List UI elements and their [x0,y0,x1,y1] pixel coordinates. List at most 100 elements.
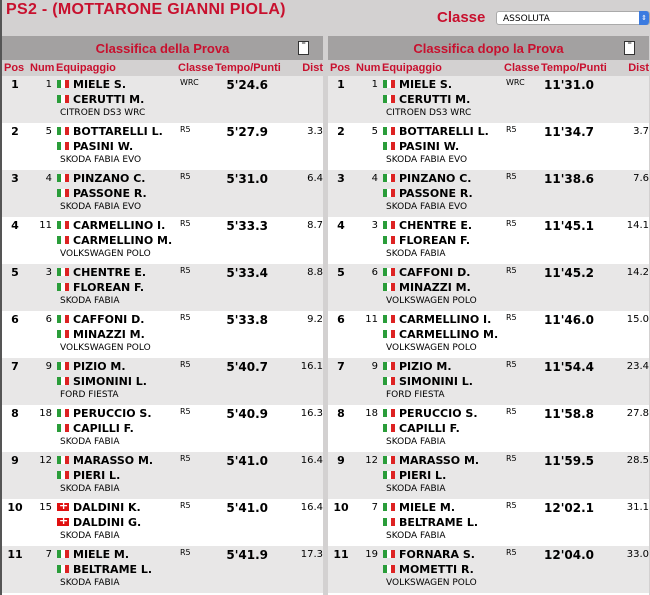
car-number: 5 [45,126,52,137]
car-model: SKODA FABIA EVO [60,202,142,212]
driver-name: PINZANO C. [73,172,146,185]
print-icon[interactable]: ≡ [624,40,635,55]
co-driver-name: CERUTTI M. [73,93,145,106]
classe-selected: ASSOLUTA [503,14,550,24]
column-headers: Pos Num Equipaggio Classe Tempo/Punti Di… [2,60,323,76]
position: 9 [337,454,345,467]
table-row[interactable]: 11 7 MIELE M. BELTRAME L. SKODA FABIA R5… [2,546,323,593]
driver: DALDINI K. [57,499,141,514]
car-number: 7 [45,549,52,560]
table-row[interactable]: 9 12 MARASSO M. PIERI L. SKODA FABIA R5 … [328,452,649,499]
co-driver-name: PIERI L. [399,469,447,482]
car-class: R5 [180,360,191,369]
table-row[interactable]: 9 12 MARASSO M. PIERI L. SKODA FABIA R5 … [2,452,323,499]
car-model: SKODA FABIA [386,249,446,259]
table-row[interactable]: 2 5 BOTTARELLI L. PASINI W. SKODA FABIA … [2,123,323,170]
gap: 23.4 [626,361,649,372]
position: 7 [11,360,19,373]
flag-it-icon [383,503,395,511]
car-class: R5 [506,313,517,322]
driver-name: MARASSO M. [73,454,154,467]
table-row[interactable]: 2 5 BOTTARELLI L. PASINI W. SKODA FABIA … [328,123,649,170]
position: 10 [333,501,349,514]
flag-it-icon [383,330,395,338]
table-row[interactable]: 10 15 DALDINI K. DALDINI G. SKODA FABIA … [2,499,323,546]
table-row[interactable]: 6 11 CARMELLINO I. CARMELLINO M. VOLKSWA… [328,311,649,358]
print-icon[interactable]: ≡ [298,40,309,55]
car-number: 5 [371,126,378,137]
gap: 28.5 [626,455,649,466]
co-driver: PIERI L. [383,469,446,482]
table-row[interactable]: 4 3 CHENTRE E. FLOREAN F. SKODA FABIA R5… [328,217,649,264]
car-model: FORD FIESTA [60,390,119,400]
car-model: VOLKSWAGEN POLO [60,249,151,259]
time: 11'59.5 [544,454,594,468]
table-row[interactable]: 1 1 MIELE S. CERUTTI M. CITROEN DS3 WRC … [2,76,323,123]
driver: PINZANO C. [57,172,146,185]
table-row[interactable]: 11 19 FORNARA S. MOMETTI R. VOLKSWAGEN P… [328,546,649,593]
driver-name: CARMELLINO I. [73,219,166,232]
driver-name: PERUCCIO S. [73,407,152,420]
col-pos: Pos [4,62,25,74]
driver-name: PIZIO M. [73,360,126,373]
car-model: SKODA FABIA EVO [60,155,142,165]
driver-name: MIELE S. [399,78,453,91]
table-row[interactable]: 5 3 CHENTRE E. FLOREAN F. SKODA FABIA R5… [2,264,323,311]
driver-name: PINZANO C. [399,172,472,185]
flag-it-icon [383,268,395,276]
table-row[interactable]: 3 4 PINZANO C. PASSONE R. SKODA FABIA EV… [2,170,323,217]
flag-it-icon [57,236,69,244]
classe-select[interactable]: ASSOLUTA ⇕ [496,11,650,25]
table-row[interactable]: 3 4 PINZANO C. PASSONE R. SKODA FABIA EV… [328,170,649,217]
car-number: 19 [365,549,378,560]
table-row[interactable]: 5 6 CAFFONI D. MINAZZI M. VOLKSWAGEN POL… [328,264,649,311]
table-row[interactable]: 6 6 CAFFONI D. MINAZZI M. VOLKSWAGEN POL… [2,311,323,358]
table-row[interactable]: 7 9 PIZIO M. SIMONINI L. FORD FIESTA R5 … [328,358,649,405]
table-row[interactable]: 10 7 MIELE M. BELTRAME L. SKODA FABIA R5… [328,499,649,546]
flag-it-icon [383,221,395,229]
flag-it-icon [57,127,69,135]
co-driver-name: PASSONE R. [399,187,473,200]
driver-name: CARMELLINO I. [399,313,492,326]
car-number: 12 [365,455,378,466]
table-row[interactable]: 8 18 PERUCCIO S. CAPILLI F. SKODA FABIA … [328,405,649,452]
gap: 31.1 [626,502,649,513]
co-driver-name: PASINI W. [399,140,460,153]
flag-it-icon [57,221,69,229]
car-class: WRC [506,78,525,87]
co-driver: MINAZZI M. [57,328,145,341]
position: 11 [7,548,23,561]
flag-it-icon [57,377,69,385]
co-driver-name: CERUTTI M. [399,93,471,106]
car-class: R5 [180,219,191,228]
driver: PIZIO M. [383,360,452,373]
car-class: R5 [180,125,191,134]
car-class: R5 [180,172,191,181]
position: 7 [337,360,345,373]
co-driver-name: SIMONINI L. [399,375,473,388]
co-driver-name: DALDINI G. [73,516,142,529]
co-driver-name: BELTRAME L. [399,516,479,529]
table-row[interactable]: 8 18 PERUCCIO S. CAPILLI F. SKODA FABIA … [2,405,323,452]
co-driver-name: CARMELLINO M. [399,328,499,341]
car-model: SKODA FABIA [60,531,120,541]
car-class: R5 [180,313,191,322]
time: 11'46.0 [544,313,594,327]
position: 6 [337,313,345,326]
driver: CHENTRE E. [57,266,146,279]
car-class: R5 [506,407,517,416]
flag-it-icon [383,142,395,150]
time: 12'04.0 [544,548,594,562]
driver: MARASSO M. [383,454,479,467]
position: 8 [337,407,345,420]
co-driver: DALDINI G. [57,514,142,529]
time: 5'40.7 [226,360,268,374]
table-row[interactable]: 4 11 CARMELLINO I. CARMELLINO M. VOLKSWA… [2,217,323,264]
page-title: PS2 - (MOTTARONE GIANNI PIOLA) [6,1,286,18]
col-num: Num [356,62,381,74]
car-model: SKODA FABIA [60,437,120,447]
table-row[interactable]: 1 1 MIELE S. CERUTTI M. CITROEN DS3 WRC … [328,76,649,123]
car-class: R5 [506,360,517,369]
co-driver: CAPILLI F. [383,422,460,435]
table-row[interactable]: 7 9 PIZIO M. SIMONINI L. FORD FIESTA R5 … [2,358,323,405]
